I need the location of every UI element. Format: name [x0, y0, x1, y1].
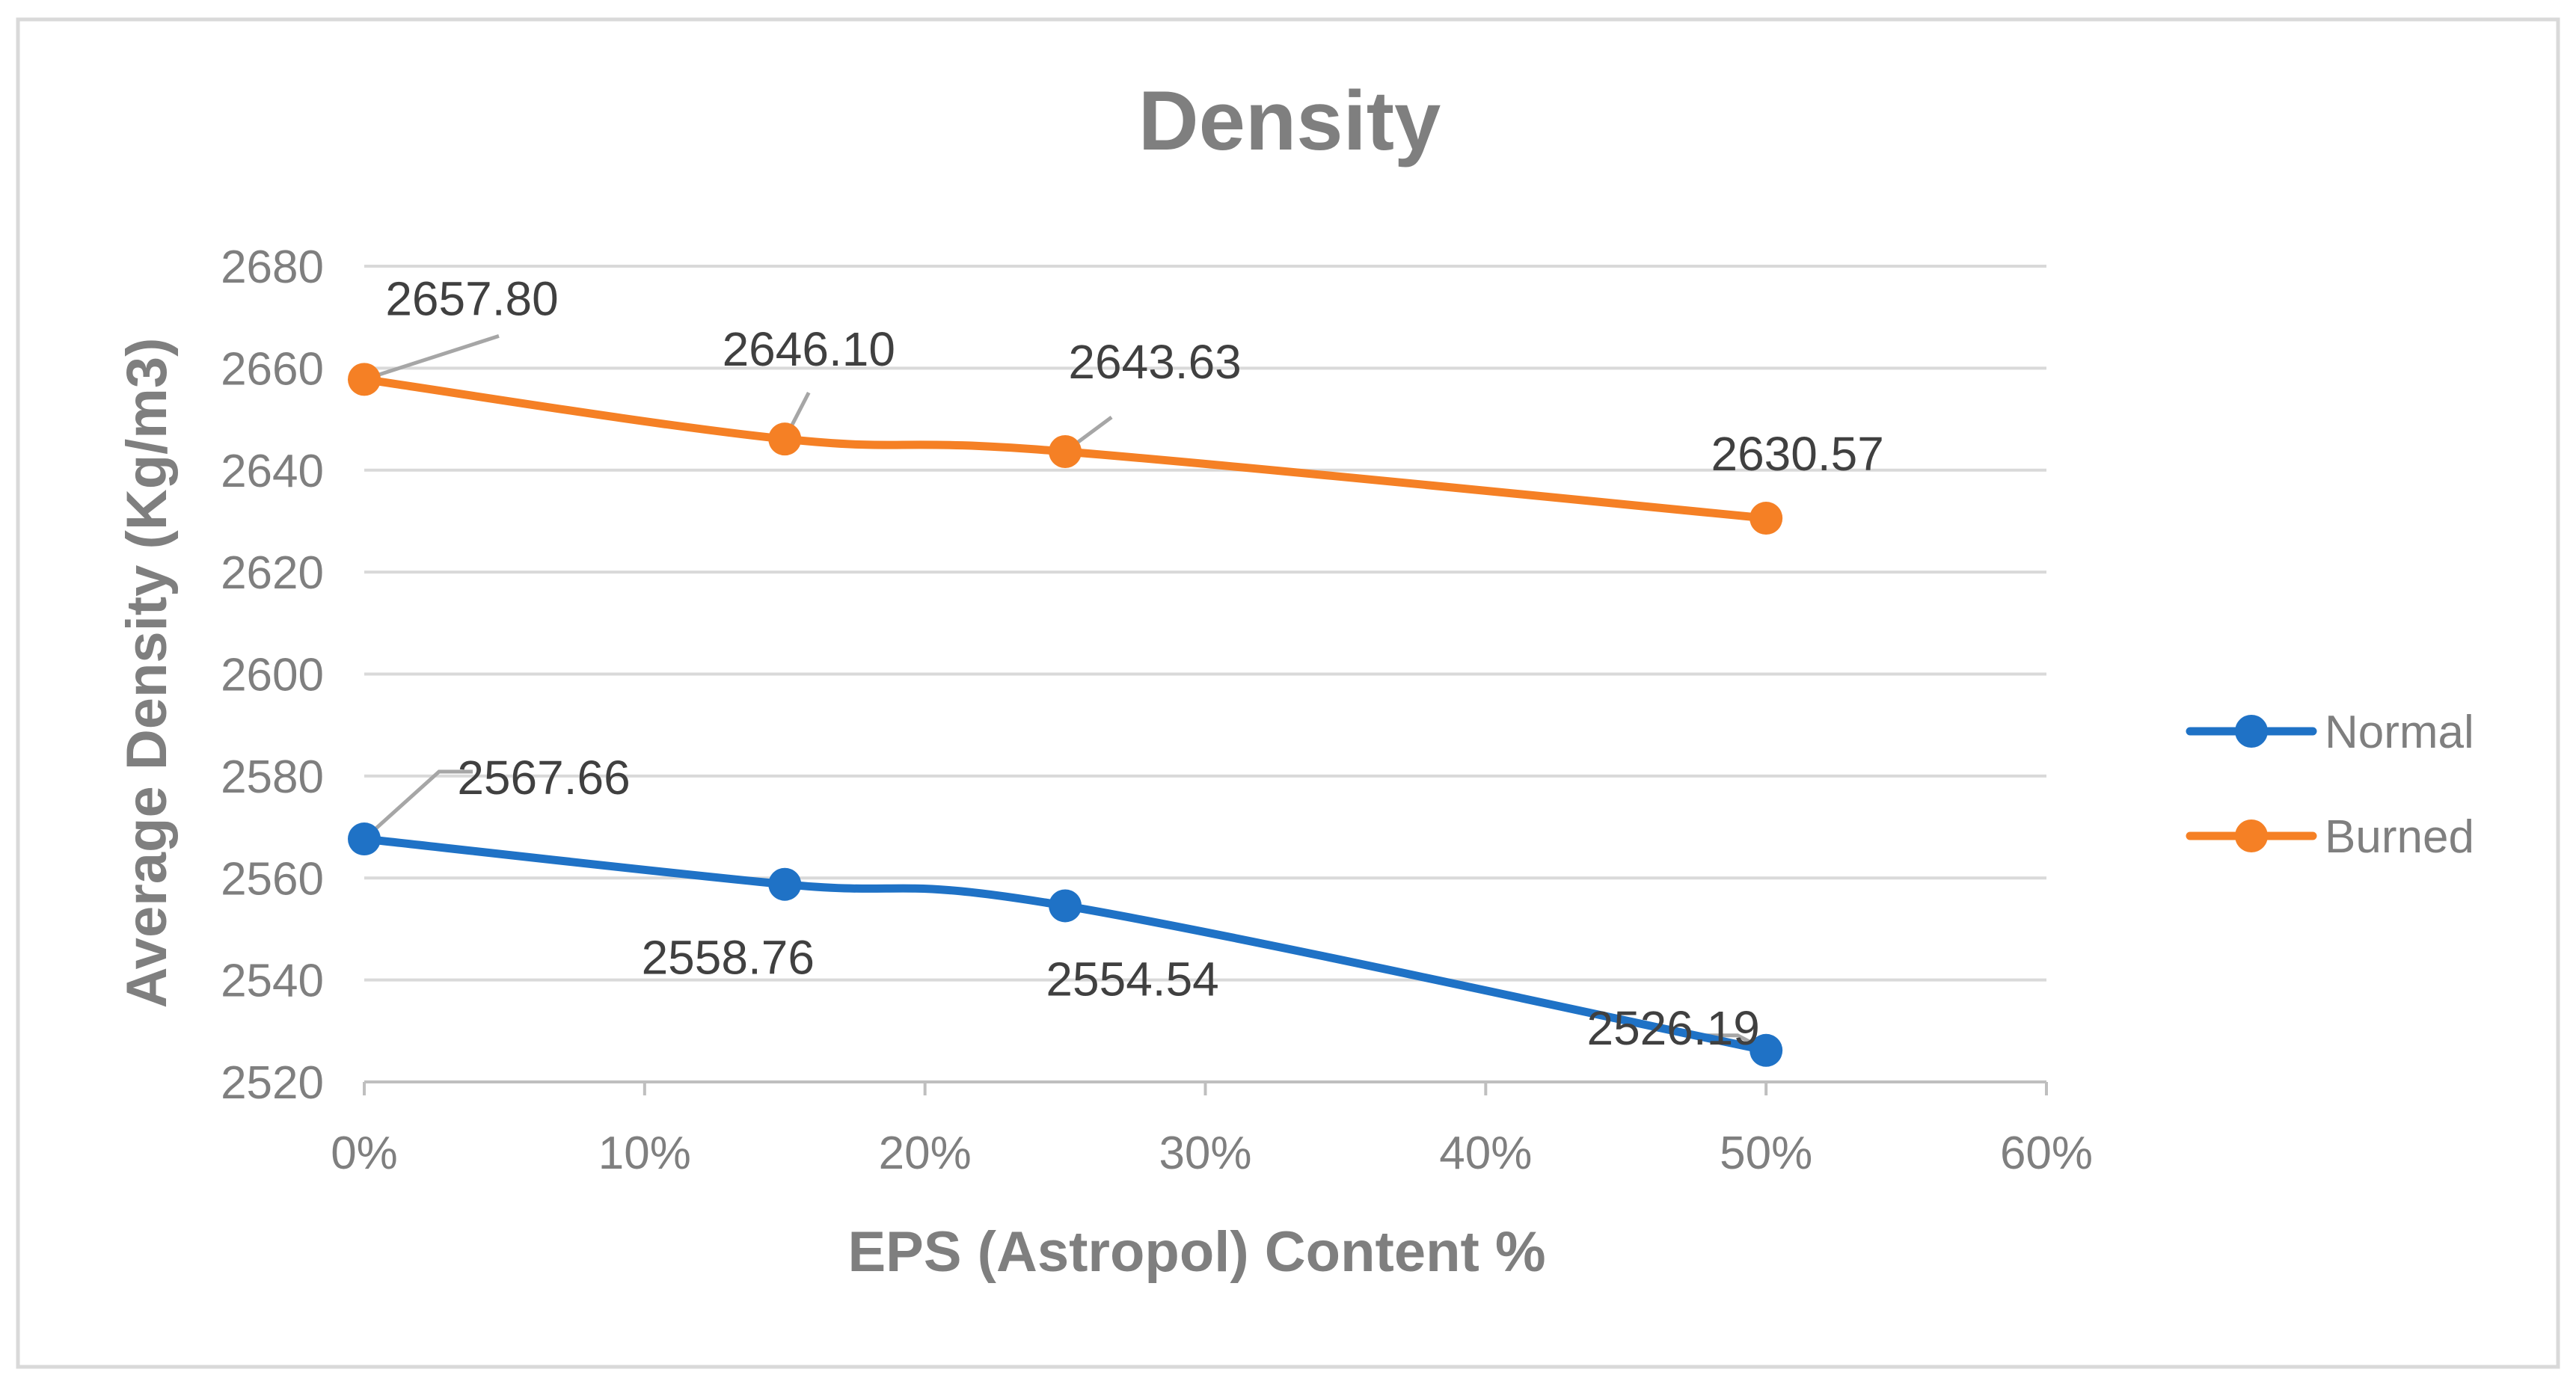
x-tick-labels: 0% 10% 20% 30% 40% 50% 60% [331, 1128, 2093, 1179]
data-label-burned: 2630.57 [1711, 427, 1883, 481]
legend-item-burned: Burned [2186, 811, 2474, 863]
data-label-leader [363, 769, 473, 840]
data-label-normal: 2526.19 [1586, 1001, 1759, 1055]
y-tick-label: 2680 [221, 242, 324, 293]
y-tick-label: 2600 [221, 650, 324, 701]
legend-label: Normal [2325, 707, 2474, 758]
x-tick-label: 60% [2000, 1128, 2093, 1179]
data-point-burned [348, 363, 381, 396]
x-tick-label: 40% [1439, 1128, 1532, 1179]
y-tick-label: 2520 [221, 1057, 324, 1109]
data-point-burned [1749, 502, 1783, 535]
y-tick-label: 2660 [221, 343, 324, 395]
data-point-burned [1049, 434, 1082, 468]
data-label-leader [364, 333, 500, 381]
legend-marker [2235, 715, 2268, 748]
data-label-normal: 2554.54 [1046, 952, 1218, 1006]
data-point-normal [348, 822, 381, 856]
data-label-burned: 2657.80 [385, 271, 558, 325]
y-tick-label: 2640 [221, 446, 324, 497]
gridlines [364, 265, 2046, 982]
chart-frame [16, 17, 2560, 1369]
chart-title: Density [1138, 74, 1441, 167]
legend: Normal Burned [2186, 707, 2474, 863]
data-point-normal [1749, 1033, 1783, 1067]
series-line-burned [360, 375, 1770, 523]
data-point-normal [1049, 889, 1082, 923]
legend-marker [2235, 819, 2268, 852]
x-axis-title: EPS (Astropol) Content % [847, 1220, 1545, 1284]
legend-label: Burned [2325, 811, 2474, 863]
x-tick-label: 50% [1720, 1128, 1812, 1179]
y-tick-label: 2580 [221, 751, 324, 803]
axes [363, 1080, 2048, 1095]
series-line-normal [360, 834, 1770, 1055]
data-label-normal: 2567.66 [457, 751, 630, 805]
y-tick-labels: 2520 2540 2560 2580 2600 2620 2640 2660 2680 [221, 242, 324, 1109]
series-lines [360, 375, 1770, 1055]
y-tick-label: 2560 [221, 853, 324, 905]
data-labels: 2567.66 2558.76 2554.54 2526.19 2657.80 2646.… [385, 271, 1884, 1054]
data-label-normal: 2558.76 [642, 931, 815, 985]
x-tick-label: 10% [598, 1128, 691, 1179]
legend-item-normal: Normal [2186, 707, 2474, 758]
data-point-burned [768, 422, 802, 456]
data-point-normal [768, 867, 802, 901]
data-label-burned: 2646.10 [723, 322, 895, 376]
data-point-markers [348, 363, 1783, 1067]
x-tick-label: 30% [1159, 1128, 1251, 1179]
y-tick-label: 2620 [221, 547, 324, 599]
y-axis-title: Average Density (Kg/m3) [115, 338, 179, 1009]
y-tick-label: 2540 [221, 956, 324, 1007]
data-label-burned: 2643.63 [1068, 335, 1241, 389]
x-tick-label: 0% [331, 1128, 398, 1179]
x-tick-label: 20% [879, 1128, 972, 1179]
